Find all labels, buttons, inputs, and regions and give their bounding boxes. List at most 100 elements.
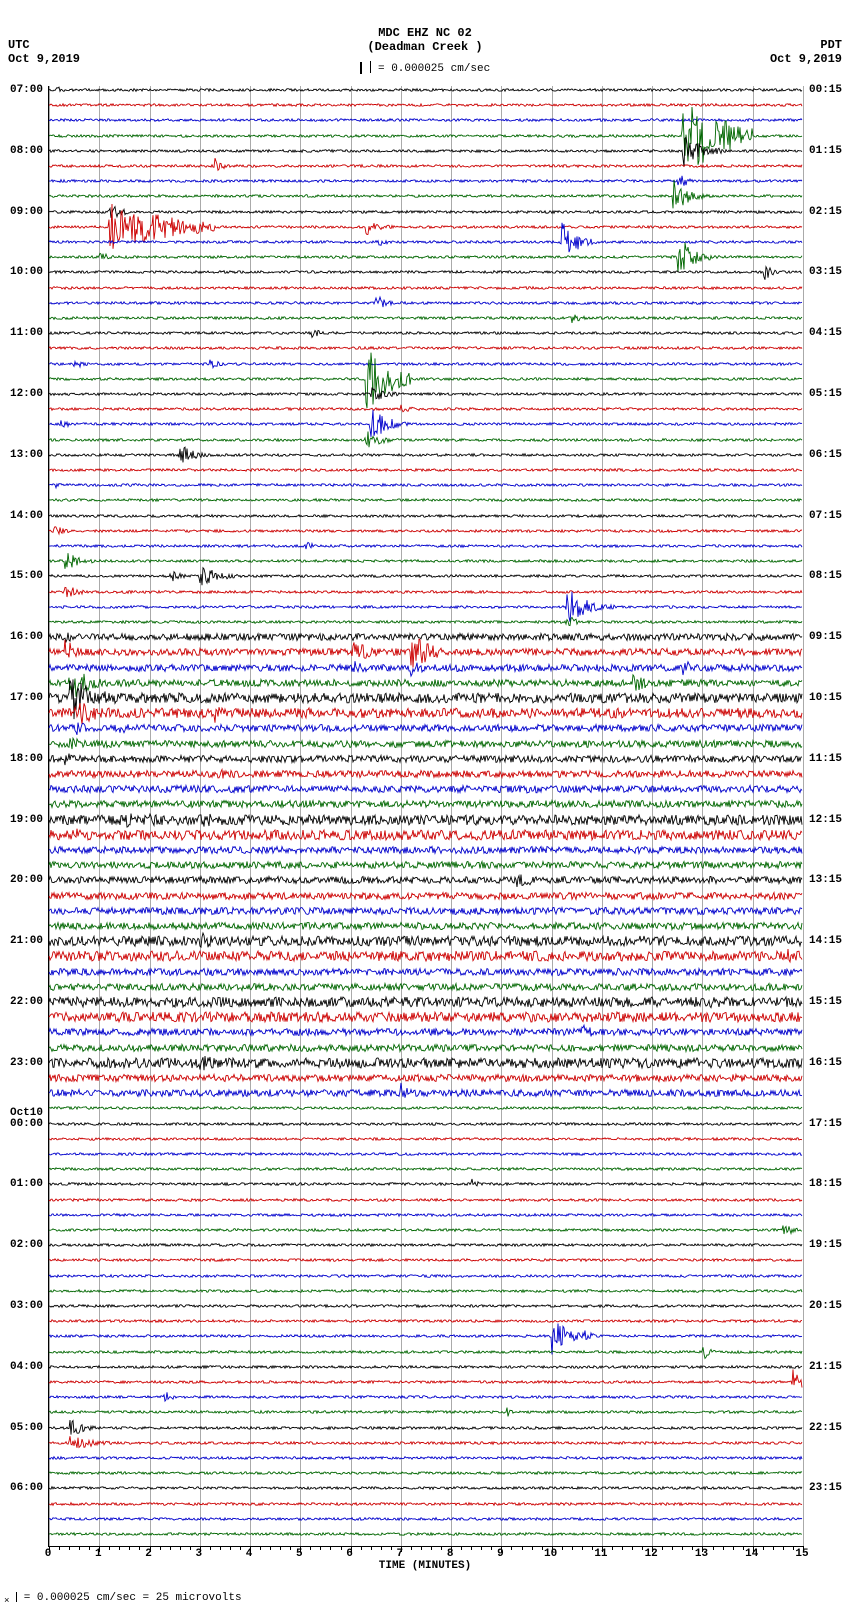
x-tick (411, 1546, 412, 1550)
hour-label-utc: 11:00 (10, 327, 43, 339)
x-tick (461, 1546, 462, 1550)
seismogram-container: MDC EHZ NC 02 (Deadman Creek ) = 0.00002… (0, 0, 850, 1613)
x-tick (572, 1546, 573, 1550)
gridline-vertical (250, 86, 251, 1546)
hour-label-utc: 15:00 (10, 570, 43, 582)
x-tick (743, 1546, 744, 1550)
x-tick (431, 1546, 432, 1550)
hour-label-pdt: 18:15 (809, 1178, 842, 1190)
x-tick (371, 1546, 372, 1550)
seismic-trace (49, 318, 803, 319)
station-location: (Deadman Creek ) (0, 40, 850, 54)
hour-label-pdt: 05:15 (809, 388, 842, 400)
gridline-vertical (99, 86, 100, 1546)
x-tick (240, 1546, 241, 1550)
seismic-trace (49, 744, 803, 745)
x-tick-label: 12 (645, 1548, 658, 1560)
seismic-trace (49, 1276, 803, 1277)
gridline-vertical (200, 86, 201, 1546)
hour-label-utc: 07:00 (10, 84, 43, 96)
seismic-trace (49, 1534, 803, 1535)
seismic-trace (49, 1519, 803, 1520)
hour-label-utc: 10:00 (10, 266, 43, 278)
x-tick-label: 7 (397, 1548, 404, 1560)
hour-label-utc: 02:00 (10, 1239, 43, 1251)
seismic-trace (49, 1139, 803, 1140)
hour-label-pdt: 15:15 (809, 996, 842, 1008)
x-tick (180, 1546, 181, 1550)
x-tick-label: 4 (246, 1548, 253, 1560)
seismic-trace (49, 227, 803, 228)
seismic-trace (49, 455, 803, 456)
seismic-trace (49, 774, 803, 775)
seismic-trace (49, 607, 803, 608)
x-tick (612, 1546, 613, 1550)
x-tick-label: 14 (745, 1548, 758, 1560)
hour-label-utc: 14:00 (10, 510, 43, 522)
seismic-trace (49, 242, 803, 243)
gridline-vertical (401, 86, 402, 1546)
x-tick-label: 10 (544, 1548, 557, 1560)
x-tick (170, 1546, 171, 1550)
seismic-trace (49, 1321, 803, 1322)
x-tick (773, 1546, 774, 1550)
seismic-trace (49, 637, 803, 638)
x-tick-label: 3 (195, 1548, 202, 1560)
seismic-trace (49, 896, 803, 897)
gridline-vertical (552, 86, 553, 1546)
seismic-trace (49, 1093, 803, 1094)
gridline-vertical (351, 86, 352, 1546)
seismic-trace (49, 288, 803, 289)
seismic-trace (49, 1108, 803, 1109)
x-tick (491, 1546, 492, 1550)
seismic-trace (49, 303, 803, 304)
seismic-trace (49, 1017, 803, 1018)
x-tick (793, 1546, 794, 1550)
seismic-trace (49, 1336, 803, 1337)
x-tick (139, 1546, 140, 1550)
seismic-trace (49, 136, 803, 137)
x-tick (522, 1546, 523, 1550)
hour-label-pdt: 21:15 (809, 1361, 842, 1373)
hour-label-pdt: 22:15 (809, 1422, 842, 1434)
seismic-trace (49, 409, 803, 410)
x-tick (330, 1546, 331, 1550)
x-tick (290, 1546, 291, 1550)
x-tick (733, 1546, 734, 1550)
seismic-trace (49, 1230, 803, 1231)
x-tick-label: 6 (346, 1548, 353, 1560)
x-tick (622, 1546, 623, 1550)
hour-label-utc: 19:00 (10, 814, 43, 826)
seismic-trace (49, 972, 803, 973)
seismic-trace (49, 1306, 803, 1307)
seismic-trace (49, 1504, 803, 1505)
seismic-trace (49, 531, 803, 532)
hour-label-pdt: 11:15 (809, 753, 842, 765)
seismic-trace (49, 1382, 803, 1383)
x-tick (230, 1546, 231, 1550)
seismic-trace (49, 804, 803, 805)
seismic-trace (49, 1412, 803, 1413)
seismic-trace (49, 348, 803, 349)
x-tick (421, 1546, 422, 1550)
seismic-trace (49, 1002, 803, 1003)
hour-label-utc: 05:00 (10, 1422, 43, 1434)
hour-label-utc: 04:00 (10, 1361, 43, 1373)
footer-text: = 0.000025 cm/sec = 25 microvolts (24, 1592, 242, 1604)
x-tick (79, 1546, 80, 1550)
seismic-trace (49, 683, 803, 684)
hour-label-utc: 12:00 (10, 388, 43, 400)
seismic-trace (49, 1124, 803, 1125)
x-tick-label: 0 (45, 1548, 52, 1560)
x-tick (692, 1546, 693, 1550)
seismic-trace (49, 1169, 803, 1170)
seismic-trace (49, 987, 803, 988)
x-tick (532, 1546, 533, 1550)
date-right: Oct 9,2019 (770, 52, 842, 66)
seismic-trace (49, 698, 803, 699)
seismic-trace (49, 1032, 803, 1033)
timezone-right: PDT (820, 38, 842, 52)
hour-label-utc: 13:00 (10, 449, 43, 461)
x-tick (160, 1546, 161, 1550)
hour-label-pdt: 09:15 (809, 631, 842, 643)
